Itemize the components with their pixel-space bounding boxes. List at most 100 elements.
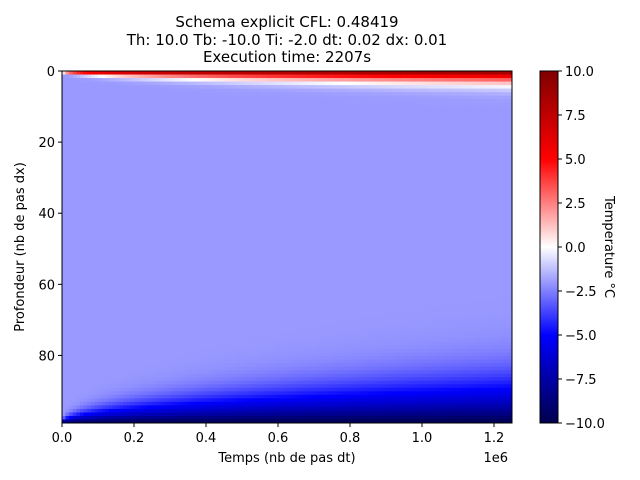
heatmap-cell — [148, 398, 153, 403]
heatmap-cell — [108, 282, 113, 287]
heatmap-cell — [216, 324, 221, 329]
heatmap-cell — [112, 173, 117, 178]
heatmap-cell — [134, 349, 139, 354]
heatmap-cell — [98, 116, 103, 121]
heatmap-cell — [170, 116, 175, 121]
heatmap-cell — [87, 296, 92, 301]
heatmap-cell — [130, 194, 135, 199]
heatmap-cell — [180, 313, 185, 318]
heatmap-cell — [238, 313, 243, 318]
heatmap-cell — [144, 313, 149, 318]
heatmap-cell — [206, 324, 211, 329]
heatmap-cell — [87, 384, 92, 389]
heatmap-cell — [198, 296, 203, 301]
heatmap-cell — [162, 99, 167, 104]
heatmap-cell — [216, 356, 221, 361]
heatmap-cell — [83, 99, 88, 104]
heatmap-cell — [134, 278, 139, 283]
heatmap-cell — [159, 204, 164, 209]
heatmap-cell — [148, 180, 153, 185]
heatmap-cell — [220, 292, 225, 297]
heatmap-cell — [65, 187, 70, 192]
heatmap-cell — [220, 250, 225, 255]
heatmap-cell — [162, 317, 167, 322]
heatmap-cell — [144, 257, 149, 262]
heatmap-cell — [123, 127, 128, 132]
heatmap-cell — [112, 78, 117, 83]
heatmap-cell — [101, 243, 106, 248]
heatmap-cell — [162, 148, 167, 153]
heatmap-cell — [234, 359, 239, 364]
heatmap-cell — [155, 384, 160, 389]
heatmap-cell — [141, 144, 146, 150]
title-line-2: Th: 10.0 Tb: -10.0 Ti: -2.0 dt: 0.02 dx:… — [126, 31, 447, 49]
heatmap-cell — [238, 130, 243, 135]
heatmap-cell — [105, 415, 110, 421]
heatmap-cell — [76, 215, 81, 220]
heatmap-cell — [126, 95, 131, 100]
heatmap-cell — [123, 144, 128, 150]
heatmap-cell — [62, 222, 67, 227]
heatmap-cell — [155, 373, 160, 378]
heatmap-cell — [94, 306, 99, 311]
heatmap-cell — [108, 218, 113, 223]
heatmap-cell — [166, 412, 171, 417]
heatmap-cell — [90, 120, 95, 125]
heatmap-cell — [231, 271, 236, 276]
heatmap-cell — [90, 324, 95, 329]
heatmap-cell — [72, 106, 77, 111]
heatmap-cell — [94, 78, 99, 83]
heatmap-cell — [209, 106, 214, 111]
heatmap-cell — [90, 208, 95, 213]
heatmap-cell — [134, 338, 139, 343]
heatmap-cell — [62, 232, 67, 238]
heatmap-cell — [155, 148, 160, 153]
heatmap-cell — [98, 335, 103, 340]
heatmap-cell — [101, 268, 106, 273]
heatmap-cell — [148, 285, 153, 290]
heatmap-cell — [119, 88, 124, 93]
heatmap-cell — [148, 331, 153, 336]
heatmap-cell — [69, 183, 74, 188]
heatmap-cell — [65, 218, 70, 223]
heatmap-cell — [137, 377, 142, 382]
heatmap-cell — [177, 261, 182, 266]
heatmap-cell — [101, 292, 106, 297]
heatmap-cell — [144, 218, 149, 223]
heatmap-cell — [101, 130, 106, 135]
heatmap-cell — [159, 74, 164, 79]
heatmap-cell — [191, 218, 196, 223]
heatmap-cell — [166, 289, 171, 294]
heatmap-cell — [90, 342, 95, 347]
heatmap-cell — [137, 229, 142, 234]
heatmap-cell — [227, 366, 232, 371]
heatmap-cell — [80, 236, 85, 241]
heatmap-cell — [173, 419, 178, 423]
heatmap-cell — [65, 327, 70, 333]
heatmap-cell — [188, 222, 193, 227]
heatmap-cell — [152, 394, 157, 399]
heatmap-cell — [224, 306, 229, 311]
heatmap-cell — [130, 159, 135, 164]
heatmap-cell — [101, 373, 106, 378]
heatmap-cell — [72, 380, 77, 385]
heatmap-cell — [220, 254, 225, 259]
heatmap-cell — [80, 222, 85, 227]
heatmap-cell — [191, 127, 196, 132]
heatmap-cell — [105, 299, 110, 304]
heatmap-cell — [87, 183, 92, 188]
heatmap-cell — [220, 285, 225, 290]
heatmap-cell — [108, 391, 113, 396]
heatmap-cell — [137, 419, 142, 423]
heatmap-cell — [209, 250, 214, 255]
heatmap-cell — [83, 264, 88, 269]
heatmap-cell — [155, 299, 160, 304]
heatmap-cell — [188, 310, 193, 315]
heatmap-cell — [209, 134, 214, 139]
heatmap-cell — [119, 342, 124, 347]
heatmap-cell — [101, 264, 106, 269]
heatmap-cell — [220, 127, 225, 132]
heatmap-cell — [80, 81, 85, 86]
heatmap-cell — [231, 187, 236, 192]
heatmap-cell — [119, 401, 124, 406]
